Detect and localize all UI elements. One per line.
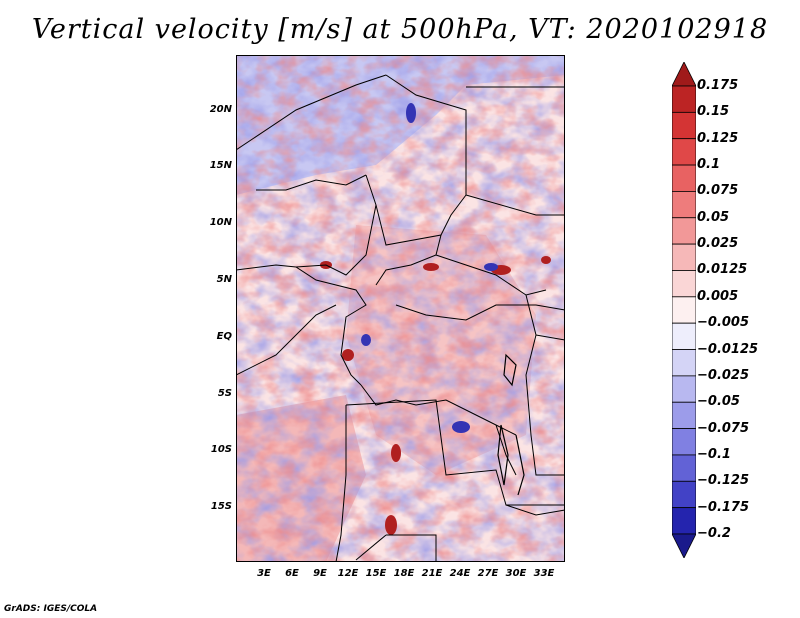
colorbar-bin [672,375,696,403]
lat-label-5s: 5S [217,388,232,399]
colorbar-bin [672,454,696,482]
colorbar-bin [672,480,696,509]
lon-label-9e: 9E [313,568,327,579]
lon-label-27e: 27E [477,568,499,579]
colorbar-label: 0.025 [697,236,739,252]
colorbar-label: 0.125 [697,130,739,146]
negative-cores [361,103,498,433]
colorbar-bin [672,428,696,456]
colorbar-label: 0.05 [697,209,730,225]
country-borders [236,74,565,562]
map-panel [236,55,565,562]
lakes [497,353,525,496]
colorbar-label: 0.15 [697,104,730,120]
lon-label-18e: 18E [393,568,415,579]
map-frame [236,55,565,562]
colorbar-bin [672,164,696,192]
lon-label-30e: 30E [505,568,527,579]
field-positive-noise [236,55,565,562]
map-title: Vertical velocity [m/s] at 500hPa, VT: 2… [31,14,769,45]
colorbar-bottom-triangle [672,533,696,558]
grads-credit: GrADS: IGES/COLA [4,604,98,614]
colorbar-bin [672,349,696,377]
lat-label-5n: 5N [216,274,232,285]
colorbar-label: 0.175 [697,78,739,93]
colorbar-bin [672,322,696,350]
colorbar-label: 0.075 [697,183,739,199]
colorbar-top-triangle [672,62,696,87]
colorbar-bin [672,217,696,245]
lon-label-15e: 15E [365,568,387,579]
colorbar-bin [672,296,696,324]
colorbar-bin [672,401,696,429]
colorbar-label: 0.005 [697,288,739,304]
colorbar-label: −0.125 [697,473,750,489]
colorbar-bin [672,138,696,166]
colorbar-label: −0.1 [697,446,731,462]
colorbar-bin [672,243,696,271]
colorbar-label: −0.005 [697,315,750,331]
colorbar-label: −0.2 [697,526,731,541]
colorbar-label: −0.175 [697,499,750,515]
lat-label-eq: EQ [216,331,232,342]
lat-label-15s: 15S [210,501,232,512]
lat-label-15n: 15N [209,160,232,171]
colorbar-label: 0.1 [697,157,721,173]
colorbar-label: 0.0125 [697,262,748,278]
lon-label-3e: 3E [257,568,271,579]
vertical-velocity-map [236,55,565,562]
lon-label-24e: 24E [449,568,471,579]
lat-label-20n: 20N [209,104,232,115]
lon-label-33e: 33E [533,568,555,579]
colorbar-bin [672,111,696,140]
colorbar-bin [672,85,696,113]
lat-label-10n: 10N [209,217,232,228]
lat-label-10s: 10S [210,444,232,455]
colorbar-bin [672,191,696,219]
lon-label-6e: 6E [285,568,299,579]
colorbar-label: −0.075 [697,420,750,436]
lon-label-12e: 12E [337,568,359,579]
colorbar [672,62,696,558]
colorbar-label: −0.0125 [697,341,759,357]
lon-label-21e: 21E [421,568,443,579]
colorbar-bin [672,507,696,535]
colorbar-label: −0.05 [697,394,740,410]
colorbar-label: −0.025 [697,367,750,383]
colorbar-bin [672,270,696,298]
